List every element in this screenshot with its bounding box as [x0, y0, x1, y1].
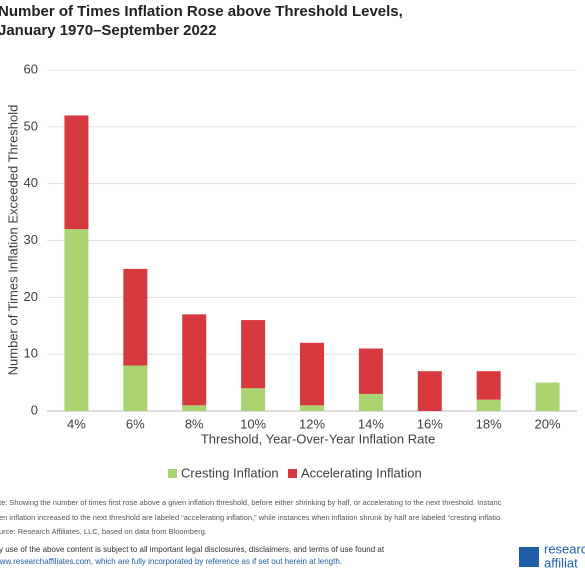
logo-text: affiliat [544, 555, 578, 570]
legend-label: Accelerating Inflation [301, 465, 422, 480]
x-tick-label: 14% [358, 416, 384, 431]
legend-swatch [288, 469, 297, 478]
bar-segment [476, 399, 501, 411]
y-tick-label: 50 [24, 118, 38, 133]
y-tick-label: 0 [31, 402, 38, 417]
x-tick-label: 20% [535, 416, 561, 431]
x-tick-label: 12% [299, 416, 325, 431]
y-tick-label: 40 [24, 175, 38, 190]
bar-segment [182, 405, 207, 411]
disclaimer: y use of the above content is subject to… [0, 545, 385, 554]
bar-segment [241, 320, 266, 389]
y-tick-label: 10 [24, 346, 38, 361]
legend-label: Cresting Inflation [181, 465, 279, 480]
logo-text: research [544, 541, 585, 556]
note: te: Showing the number of times first ro… [0, 498, 502, 507]
x-tick-label: 18% [476, 416, 502, 431]
bar-segment [535, 382, 560, 411]
bar-segment [123, 268, 148, 366]
bar-segment [417, 371, 442, 411]
disclaimer-link[interactable]: www.researchaffiliates.com, which are fu… [0, 557, 342, 566]
bar-segment [64, 229, 89, 411]
bar-segment [300, 342, 324, 406]
note: urce: Research Affiliates, LLC, based on… [0, 527, 207, 536]
note: en inflation increased to the next thres… [0, 513, 500, 522]
x-tick-label: 6% [126, 416, 145, 431]
bar-segment [476, 371, 501, 400]
x-tick-label: 16% [417, 416, 443, 431]
bar-segment [300, 405, 324, 411]
bar-segment [241, 388, 266, 411]
chart-title: January 1970–September 2022 [0, 22, 216, 39]
bar-segment [64, 115, 89, 230]
chart-title: Number of Times Inflation Rose above Thr… [0, 3, 403, 20]
bar-segment [182, 314, 207, 406]
bar-segment [358, 348, 383, 394]
bar-segment [123, 365, 148, 411]
x-tick-label: 10% [240, 416, 266, 431]
x-tick-label: 4% [67, 416, 86, 431]
logo-icon [519, 547, 539, 567]
bar-segment [358, 393, 383, 411]
legend-swatch [168, 469, 177, 478]
x-axis-label: Threshold, Year-Over-Year Inflation Rate [201, 431, 435, 446]
x-tick-label: 8% [185, 416, 204, 431]
y-tick-label: 20 [24, 289, 38, 304]
y-tick-label: 30 [24, 232, 38, 247]
y-tick-label: 60 [24, 61, 38, 76]
y-axis-label: Number of Times Inflation Exceeded Thres… [5, 105, 20, 376]
